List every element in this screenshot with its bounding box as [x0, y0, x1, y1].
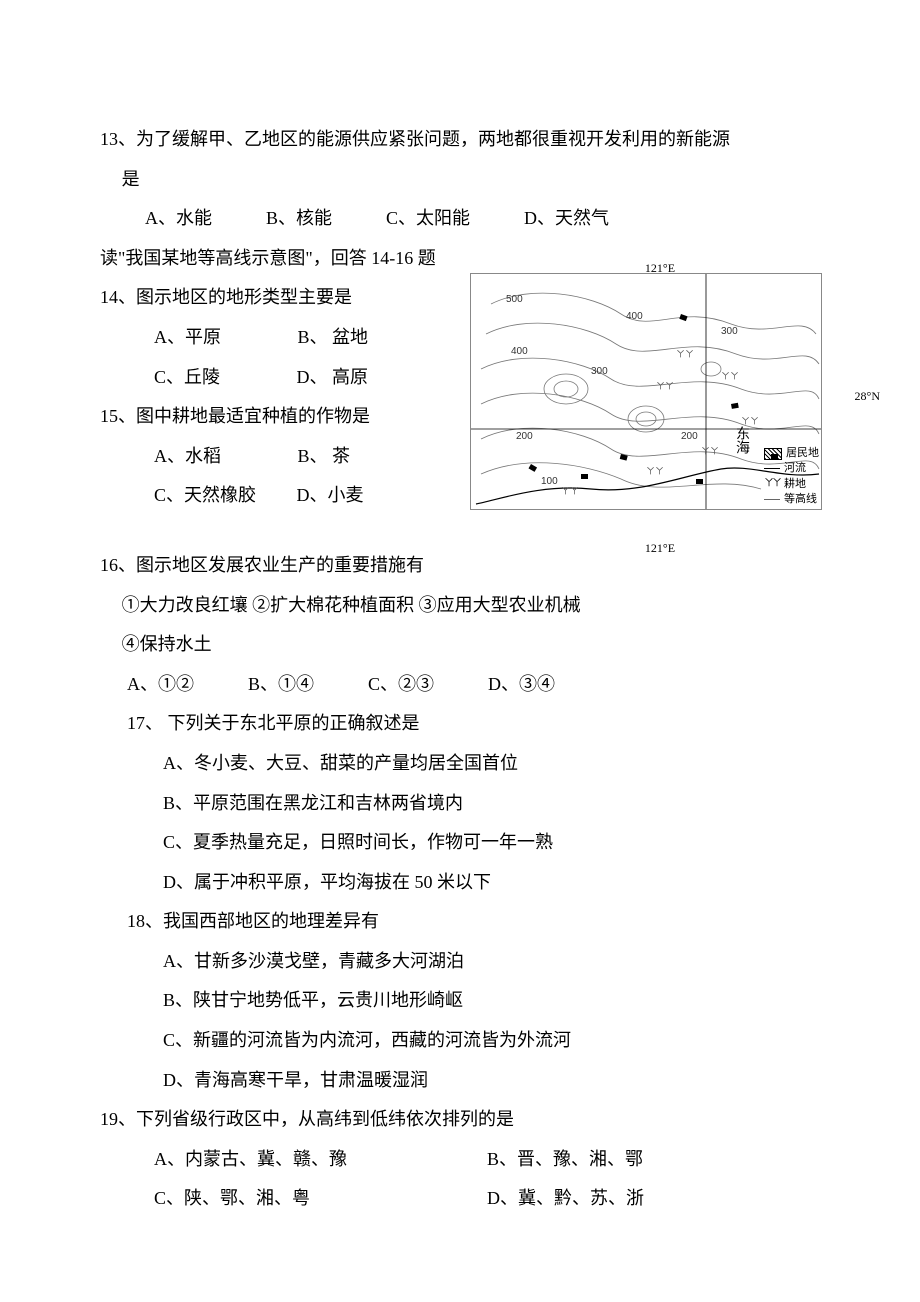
figure-box: 500 400 400 300 200 200 100 300: [470, 273, 822, 510]
legend-contour-icon: [764, 499, 780, 500]
q17-optB: B、平原范围在黑龙江和吉林两省境内: [127, 784, 820, 824]
contour-map-figure: 121°E: [470, 273, 850, 543]
figure-legend: 居民地 河流 ㄚㄚ耕地 等高线: [764, 446, 819, 508]
figure-lon-bottom: 121°E: [645, 535, 675, 561]
contour-label-400a: 400: [626, 311, 643, 322]
contour-label-100: 100: [541, 476, 558, 487]
q15-options-row2: C、天然橡胶 D、小麦: [100, 476, 420, 516]
q19-optC: C、陕、鄂、湘、粤: [154, 1179, 487, 1219]
contour-label-400b: 400: [511, 346, 528, 357]
contour-label-300b: 300: [721, 326, 738, 337]
q17-optA: A、冬小麦、大豆、甜菜的产量均居全国首位: [127, 744, 820, 784]
q18-optD: D、青海高寒干旱，甘肃温暖湿润: [127, 1061, 820, 1101]
q17-block: 17、 下列关于东北平原的正确叙述是 A、冬小麦、大豆、甜菜的产量均居全国首位 …: [100, 704, 820, 902]
svg-text:ㄚㄚ: ㄚㄚ: [676, 349, 694, 359]
q13-stem-line2: 是: [100, 160, 820, 200]
q14-optA: A、平原: [154, 327, 221, 347]
legend-farmland-icon: ㄚㄚ: [764, 477, 780, 491]
contour-label-200a: 200: [516, 431, 533, 442]
q15-optD: D、小麦: [297, 485, 364, 505]
q14-options-row2: C、丘陵 D、 高原: [100, 358, 420, 398]
figure-sea-label: 东海: [725, 426, 756, 454]
svg-text:ㄚㄚ: ㄚㄚ: [721, 371, 739, 381]
q17-stem: 17、 下列关于东北平原的正确叙述是: [127, 704, 820, 744]
q16-items-line1: ①大力改良红壤 ②扩大棉花种植面积 ③应用大型农业机械: [100, 586, 820, 626]
q15-options-row1: A、水稻 B、 茶: [100, 437, 420, 477]
q19-optB: B、晋、豫、湘、鄂: [487, 1140, 820, 1180]
q19-optA: A、内蒙古、冀、赣、豫: [154, 1140, 487, 1180]
q15-optA: A、水稻: [154, 446, 221, 466]
q13-options: A、水能 B、核能 C、太阳能 D、天然气: [100, 199, 820, 239]
q14-optD: D、 高原: [297, 367, 369, 387]
svg-text:ㄚㄚ: ㄚㄚ: [656, 381, 674, 391]
q14-options-row1: A、平原 B、 盆地: [100, 318, 420, 358]
svg-text:ㄚㄚ: ㄚㄚ: [701, 446, 719, 456]
q16-stem: 16、图示地区发展农业生产的重要措施有: [100, 546, 820, 586]
q14-stem: 14、图示地区的地形类型主要是: [100, 278, 420, 318]
q18-stem: 18、我国西部地区的地理差异有: [127, 902, 820, 942]
svg-text:ㄚㄚ: ㄚㄚ: [561, 486, 579, 496]
q15-optB: B、 茶: [298, 446, 351, 466]
exam-page: 13、为了缓解甲、乙地区的能源供应紧张问题，两地都很重视开发利用的新能源 是 A…: [0, 0, 920, 1279]
figure-lat-right: 28°N: [855, 383, 880, 409]
q19-optD: D、冀、黔、苏、浙: [487, 1179, 820, 1219]
q16-options: A、①② B、①④ C、②③ D、③④: [100, 665, 820, 705]
q13-stem-line1: 13、为了缓解甲、乙地区的能源供应紧张问题，两地都很重视开发利用的新能源: [100, 120, 820, 160]
q17-optC: C、夏季热量充足，日照时间长，作物可一年一熟: [127, 823, 820, 863]
legend-river: 河流: [784, 461, 806, 476]
figure-left-column: 14、图示地区的地形类型主要是 A、平原 B、 盆地 C、丘陵 D、 高原 15…: [100, 278, 420, 516]
q18-optB: B、陕甘宁地势低平，云贵川地形崎岖: [127, 981, 820, 1021]
q19-options-row1: A、内蒙古、冀、赣、豫 B、晋、豫、湘、鄂: [100, 1140, 820, 1180]
legend-river-icon: [764, 468, 780, 469]
legend-contour: 等高线: [784, 492, 817, 507]
legend-residence-icon: [764, 448, 782, 460]
q18-optA: A、甘新多沙漠戈壁，青藏多大河湖泊: [127, 942, 820, 982]
q19-stem: 19、下列省级行政区中，从高纬到低纬依次排列的是: [100, 1100, 820, 1140]
svg-text:ㄚㄚ: ㄚㄚ: [741, 416, 759, 426]
legend-farmland: 耕地: [784, 477, 806, 492]
q14-optB: B、 盆地: [298, 327, 369, 347]
figure-block: 14、图示地区的地形类型主要是 A、平原 B、 盆地 C、丘陵 D、 高原 15…: [100, 278, 820, 516]
q15-optC: C、天然橡胶: [154, 485, 256, 505]
q18-block: 18、我国西部地区的地理差异有 A、甘新多沙漠戈壁，青藏多大河湖泊 B、陕甘宁地…: [100, 902, 820, 1100]
svg-text:ㄚㄚ: ㄚㄚ: [646, 466, 664, 476]
contour-label-300: 300: [591, 366, 608, 377]
q16-items-line2: ④保持水土: [100, 625, 820, 665]
legend-residence: 居民地: [786, 446, 819, 461]
q19-options-row2: C、陕、鄂、湘、粤 D、冀、黔、苏、浙: [100, 1179, 820, 1219]
contour-label-200b: 200: [681, 431, 698, 442]
q15-stem: 15、图中耕地最适宜种植的作物是: [100, 397, 420, 437]
q18-optC: C、新疆的河流皆为内流河，西藏的河流皆为外流河: [127, 1021, 820, 1061]
contour-label-500: 500: [506, 294, 523, 305]
q17-optD: D、属于冲积平原，平均海拔在 50 米以下: [127, 863, 820, 903]
q14-optC: C、丘陵: [154, 367, 220, 387]
